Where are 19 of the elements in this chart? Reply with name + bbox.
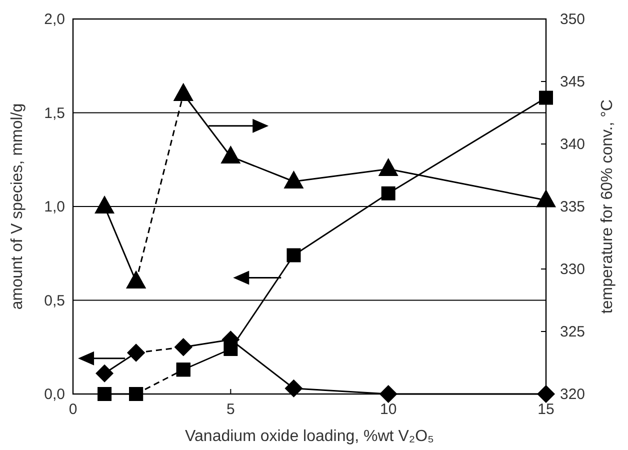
- y2-tick-label: 325: [560, 324, 586, 340]
- y-tick-label: 0,0: [44, 386, 65, 403]
- y2-tick-label: 340: [560, 136, 586, 153]
- y-tick-label: 1,5: [44, 104, 65, 122]
- x-tick-label: 15: [538, 401, 554, 418]
- y-tick-label: 2,0: [44, 11, 65, 28]
- y2-tick-label: 345: [560, 74, 586, 90]
- y2-tick-label: 335: [560, 198, 586, 216]
- y2-axis-title: temperature for 60% conv., °C: [599, 99, 616, 314]
- y2-tick-label: 330: [560, 261, 586, 278]
- y2-tick-label: 320: [560, 386, 586, 403]
- x-axis-title: Vanadium oxide loading, %wt V₂O₅: [185, 428, 434, 445]
- y2-tick-label: 350: [560, 11, 586, 28]
- x-tick-label: 0: [68, 401, 78, 418]
- y-axis-title: amount of V species, mmol/g: [9, 103, 26, 310]
- y-tick-label: 0,5: [44, 292, 65, 310]
- x-tick-label: 5: [226, 401, 235, 418]
- y-tick-label: 1,0: [44, 198, 65, 216]
- x-tick-label: 10: [380, 401, 397, 418]
